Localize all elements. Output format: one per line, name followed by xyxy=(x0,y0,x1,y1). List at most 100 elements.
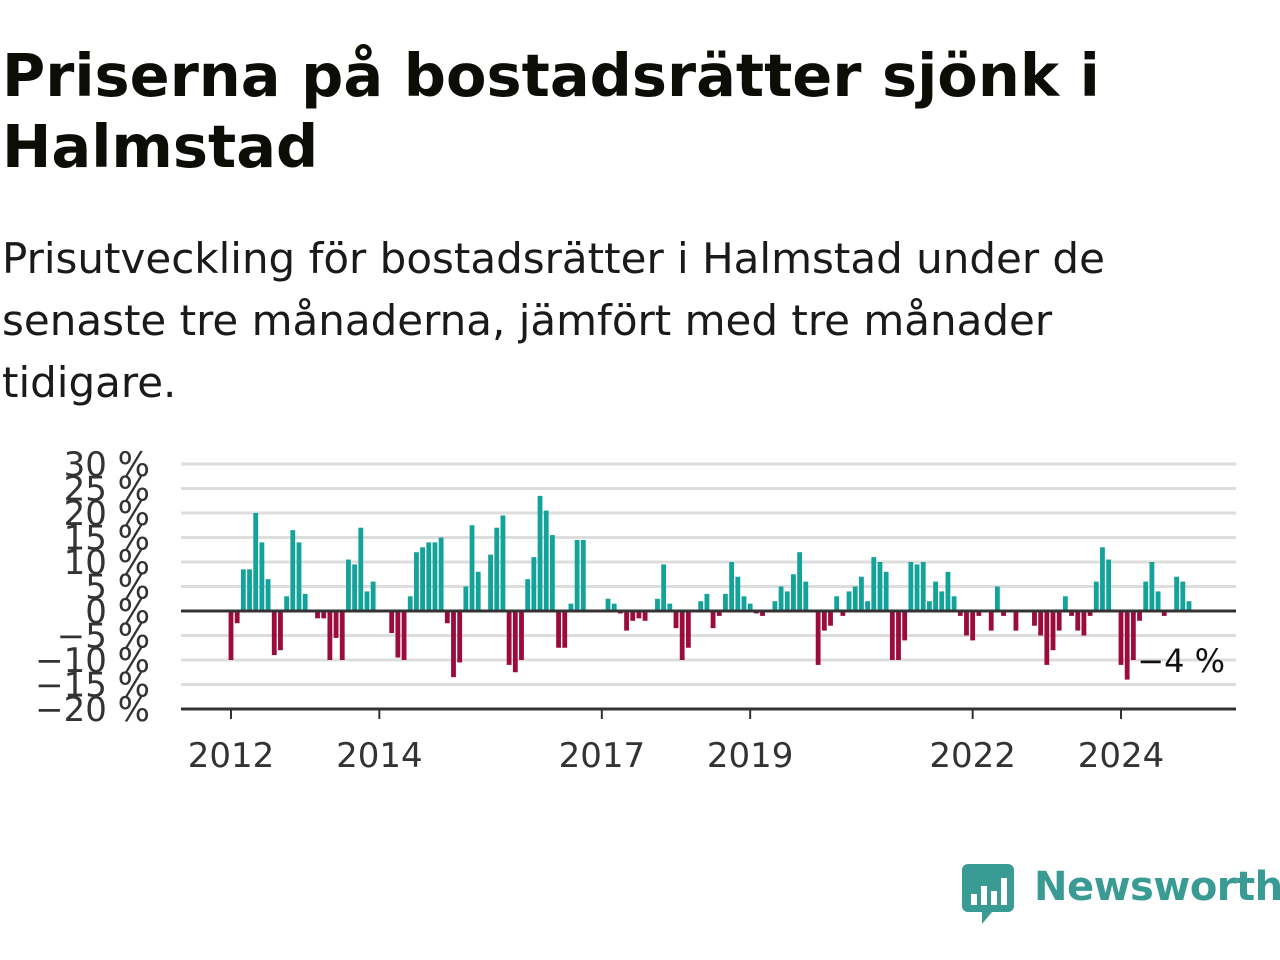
newsworthy-logo-icon xyxy=(962,864,1014,924)
bar xyxy=(821,611,827,631)
bar xyxy=(735,576,741,611)
bar xyxy=(346,559,351,611)
bar xyxy=(568,603,574,611)
y-tick-label: 0 % xyxy=(85,592,150,632)
x-tick-label: 2014 xyxy=(336,736,423,776)
bar xyxy=(1013,611,1019,631)
bar xyxy=(964,611,969,636)
bar xyxy=(469,525,475,611)
bar xyxy=(605,598,611,611)
bar xyxy=(760,611,765,616)
bar xyxy=(426,542,432,611)
bar xyxy=(655,598,660,611)
y-tick-label: 25 % xyxy=(64,470,150,510)
bar xyxy=(1186,601,1192,611)
bar xyxy=(358,527,364,611)
bar xyxy=(1124,611,1130,680)
x-tick-label: 2022 xyxy=(929,736,1016,776)
bar xyxy=(852,586,858,611)
bar xyxy=(302,593,308,611)
bar xyxy=(877,562,883,611)
bar xyxy=(957,611,963,616)
bar xyxy=(772,601,778,611)
bar xyxy=(1001,611,1006,616)
last-value-label: −4 % xyxy=(1137,642,1225,680)
y-tick-label: −10 % xyxy=(35,641,150,681)
bar xyxy=(1137,611,1142,621)
bar xyxy=(828,611,833,626)
bar xyxy=(1130,611,1136,660)
bar xyxy=(234,611,240,624)
bar xyxy=(556,611,561,648)
bar xyxy=(778,586,784,611)
bar xyxy=(444,611,450,624)
bar xyxy=(685,611,691,648)
brand-name: Newsworthy xyxy=(1034,864,1280,910)
bar xyxy=(784,591,790,611)
bar xyxy=(729,562,735,611)
bar xyxy=(970,611,976,641)
bar xyxy=(716,611,722,616)
bar xyxy=(414,552,419,611)
bar xyxy=(896,611,901,660)
x-tick-label: 2024 xyxy=(1078,736,1165,776)
bar xyxy=(815,611,821,665)
bar xyxy=(1100,547,1105,611)
bar xyxy=(506,611,512,665)
bar xyxy=(438,537,444,611)
bar xyxy=(994,586,1000,611)
bar xyxy=(407,596,413,611)
bar xyxy=(1155,591,1161,611)
y-tick-label: −20 % xyxy=(35,690,150,730)
bar xyxy=(747,603,753,611)
y-tick-label: 15 % xyxy=(64,519,150,559)
bar xyxy=(253,513,259,611)
bar xyxy=(988,611,994,631)
bar xyxy=(543,510,549,611)
bar xyxy=(846,591,852,611)
bar xyxy=(939,591,945,611)
bar-chart: 30 %25 %20 %15 %10 %5 %0 %−5 %−10 %−15 %… xyxy=(35,445,1236,776)
bar xyxy=(1062,596,1068,611)
bar xyxy=(240,569,246,611)
bar xyxy=(1044,611,1050,665)
bar xyxy=(265,579,271,611)
bar xyxy=(228,611,234,660)
bar xyxy=(562,611,568,648)
bar xyxy=(704,593,710,611)
y-tick-label: 30 % xyxy=(64,445,150,485)
bar xyxy=(803,581,809,611)
bar xyxy=(549,535,555,611)
bar xyxy=(791,574,796,611)
bar xyxy=(500,515,506,611)
y-tick-label: 5 % xyxy=(85,568,150,608)
bar xyxy=(1143,581,1149,611)
bar xyxy=(1087,611,1093,616)
bar xyxy=(278,611,283,651)
bar xyxy=(512,611,518,673)
bar xyxy=(908,562,914,611)
bar xyxy=(1032,611,1037,626)
chart-title: Priserna på bostadsrätter sjönk i Halmst… xyxy=(2,41,1100,181)
bar xyxy=(636,611,642,619)
bar xyxy=(451,611,456,678)
bar xyxy=(389,611,395,634)
bar xyxy=(463,586,469,611)
bar xyxy=(321,611,327,619)
bar xyxy=(1075,611,1081,631)
bar xyxy=(1106,559,1112,611)
bar xyxy=(1081,611,1087,636)
bar xyxy=(1038,611,1044,636)
bar xyxy=(525,579,531,611)
bars xyxy=(228,495,1192,680)
bar xyxy=(630,611,636,621)
bar xyxy=(926,601,932,611)
bar xyxy=(902,611,908,641)
bar xyxy=(327,611,333,660)
bar xyxy=(1149,562,1155,611)
bar xyxy=(1056,611,1062,631)
y-tick-label: 10 % xyxy=(64,543,150,583)
y-axis-tick-labels: 30 %25 %20 %15 %10 %5 %0 %−5 %−10 %−15 %… xyxy=(35,445,150,730)
bar xyxy=(580,539,586,611)
x-tick-label: 2017 xyxy=(559,736,646,776)
